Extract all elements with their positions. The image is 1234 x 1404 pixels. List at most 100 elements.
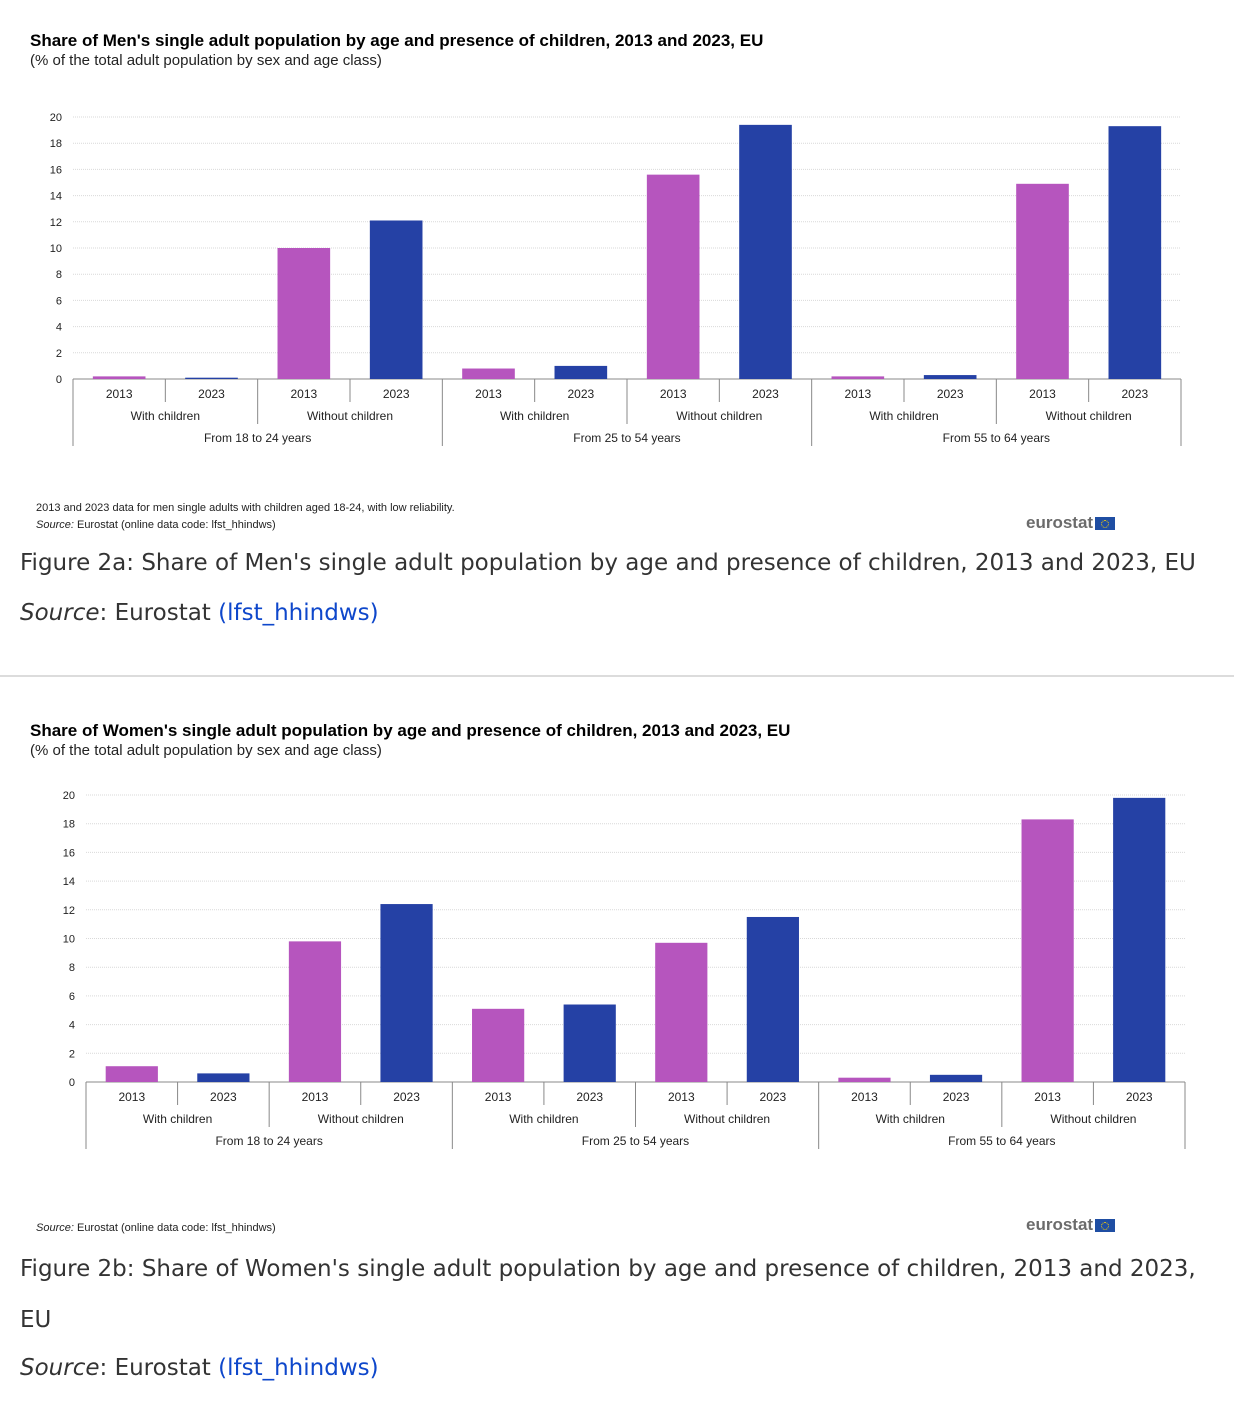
bar-2023 [929, 1074, 983, 1082]
y-tick-label: 20 [50, 112, 62, 124]
y-tick-label: 16 [63, 847, 75, 859]
group-label: From 25 to 54 years [582, 1134, 689, 1148]
y-tick-label: 16 [50, 164, 62, 176]
logo-text: eurostat [1026, 1215, 1094, 1234]
bar-2023 [739, 124, 792, 379]
y-tick-label: 4 [56, 322, 62, 334]
x-tick-label: 2023 [383, 387, 410, 401]
bar-2013 [1016, 183, 1069, 379]
group-label: From 25 to 54 years [573, 431, 680, 445]
bar-2023 [1113, 797, 1166, 1082]
x-tick-label: 2013 [475, 387, 502, 401]
x-tick-label: 2013 [1034, 1090, 1061, 1104]
caption-source: Source: Eurostat (lfst_hhindws) [20, 600, 379, 626]
chart-note: 2013 and 2023 data for men single adults… [36, 502, 455, 514]
x-tick-label: 2013 [302, 1090, 329, 1104]
logo-text: eurostat [1026, 513, 1094, 532]
bar-2013 [92, 376, 146, 379]
x-tick-label: 2023 [1121, 387, 1148, 401]
bar-2023 [923, 375, 977, 379]
bar-2023 [746, 916, 799, 1082]
x-tick-label: 2013 [106, 387, 133, 401]
x-tick-label: 2013 [485, 1090, 512, 1104]
x-tick-label: 2013 [290, 387, 317, 401]
y-tick-label: 2 [56, 348, 62, 360]
x-tick-label: 2013 [844, 387, 871, 401]
eurostat-logo: eurostat [1026, 513, 1116, 533]
subgroup-label: Without children [307, 409, 393, 423]
y-tick-label: 8 [56, 269, 62, 281]
subgroup-label: Without children [684, 1112, 770, 1126]
bar-2013 [646, 174, 700, 379]
x-tick-label: 2013 [118, 1090, 145, 1104]
bar-chart-women: 0 2 4 6 8 10 12 14 16 18 20 2013 2023 2013 2023 2013 202… [63, 790, 1186, 1149]
y-tick-label: 8 [69, 962, 75, 974]
eurostat-logo: eurostat [1026, 1215, 1116, 1235]
subgroup-label: Without children [318, 1112, 404, 1126]
y-tick-label: 14 [50, 191, 62, 203]
source-link[interactable]: (lfst_hhindws) [218, 1355, 379, 1381]
caption-source-label: Source [20, 1355, 100, 1381]
y-tick-label: 18 [50, 138, 62, 150]
subgroup-label: With children [869, 409, 938, 423]
x-tick-label: 2013 [660, 387, 687, 401]
eu-flag-icon [1095, 516, 1116, 530]
bar-2013 [288, 941, 342, 1082]
chart-title: Share of Men's single adult population b… [30, 31, 764, 50]
y-tick-label: 20 [63, 790, 75, 802]
divider [0, 675, 1234, 677]
y-tick-label: 0 [69, 1077, 75, 1089]
subgroup-label: With children [143, 1112, 212, 1126]
source-text: Eurostat (online data code: lfst_hhindws… [73, 1222, 276, 1234]
y-tick-label: 18 [63, 819, 75, 831]
source-text: Eurostat (online data code: lfst_hhindws… [73, 519, 276, 531]
chart-subtitle: (% of the total adult population by sex … [30, 52, 382, 69]
caption-source-text: : Eurostat [99, 1355, 219, 1381]
y-tick-label: 10 [50, 243, 62, 255]
chart-title: Share of Women's single adult population… [30, 721, 791, 740]
source-label: Source: [36, 1222, 74, 1234]
source-link[interactable]: (lfst_hhindws) [218, 600, 379, 626]
y-tick-label: 6 [56, 295, 62, 307]
bar-2023 [380, 904, 433, 1082]
chart-source: Source: Eurostat (online data code: lfst… [36, 1222, 276, 1234]
x-tick-label: 2023 [198, 387, 225, 401]
x-tick-label: 2023 [567, 387, 594, 401]
bar-chart-men: 0 2 4 6 8 10 12 14 16 18 20 2013 2023 2013 2023 2013 202… [50, 112, 1182, 446]
bar-2013 [655, 942, 708, 1082]
eu-flag-icon [1095, 1218, 1116, 1232]
x-tick-label: 2013 [668, 1090, 695, 1104]
figure-caption: Figure 2b: Share of Women's single adult… [20, 1256, 1196, 1333]
y-tick-label: 0 [56, 374, 62, 386]
bar-2023 [369, 220, 423, 379]
subgroup-label: Without children [1046, 409, 1132, 423]
figure-men: Share of Men's single adult population b… [0, 0, 1234, 675]
bar-2023 [197, 1073, 250, 1082]
y-tick-label: 2 [69, 1048, 75, 1060]
bar-2023 [554, 365, 608, 379]
y-tick-label: 4 [69, 1020, 75, 1032]
figure-caption: Figure 2a: Share of Men's single adult p… [20, 550, 1196, 576]
bar-2023 [563, 1004, 616, 1082]
group-label: From 55 to 64 years [943, 431, 1050, 445]
subgroup-label: With children [131, 409, 200, 423]
subgroup-label: Without children [676, 409, 762, 423]
caption-source-label: Source [20, 600, 100, 626]
bar-2013 [105, 1066, 158, 1082]
subgroup-label: With children [876, 1112, 945, 1126]
subgroup-label: With children [500, 409, 569, 423]
chart-subtitle: (% of the total adult population by sex … [30, 742, 382, 759]
bar-2013 [1021, 819, 1074, 1082]
x-tick-label: 2013 [851, 1090, 878, 1104]
x-tick-label: 2023 [210, 1090, 237, 1104]
y-tick-label: 14 [63, 876, 75, 888]
bar-2013 [831, 376, 885, 379]
caption-source: Source: Eurostat (lfst_hhindws) [20, 1355, 379, 1381]
bar-2013 [472, 1008, 525, 1082]
x-tick-label: 2023 [937, 387, 964, 401]
x-tick-label: 2023 [393, 1090, 420, 1104]
x-tick-label: 2023 [943, 1090, 970, 1104]
bar-2023 [1108, 126, 1162, 379]
y-tick-label: 12 [50, 217, 62, 229]
bar-2013 [462, 368, 515, 379]
